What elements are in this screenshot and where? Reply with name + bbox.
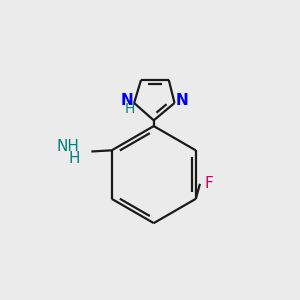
Text: H: H [125, 102, 135, 116]
Text: NH: NH [57, 140, 80, 154]
Text: N: N [176, 93, 188, 108]
Text: H: H [68, 151, 80, 166]
Text: F: F [205, 176, 213, 191]
Text: N: N [120, 93, 133, 108]
